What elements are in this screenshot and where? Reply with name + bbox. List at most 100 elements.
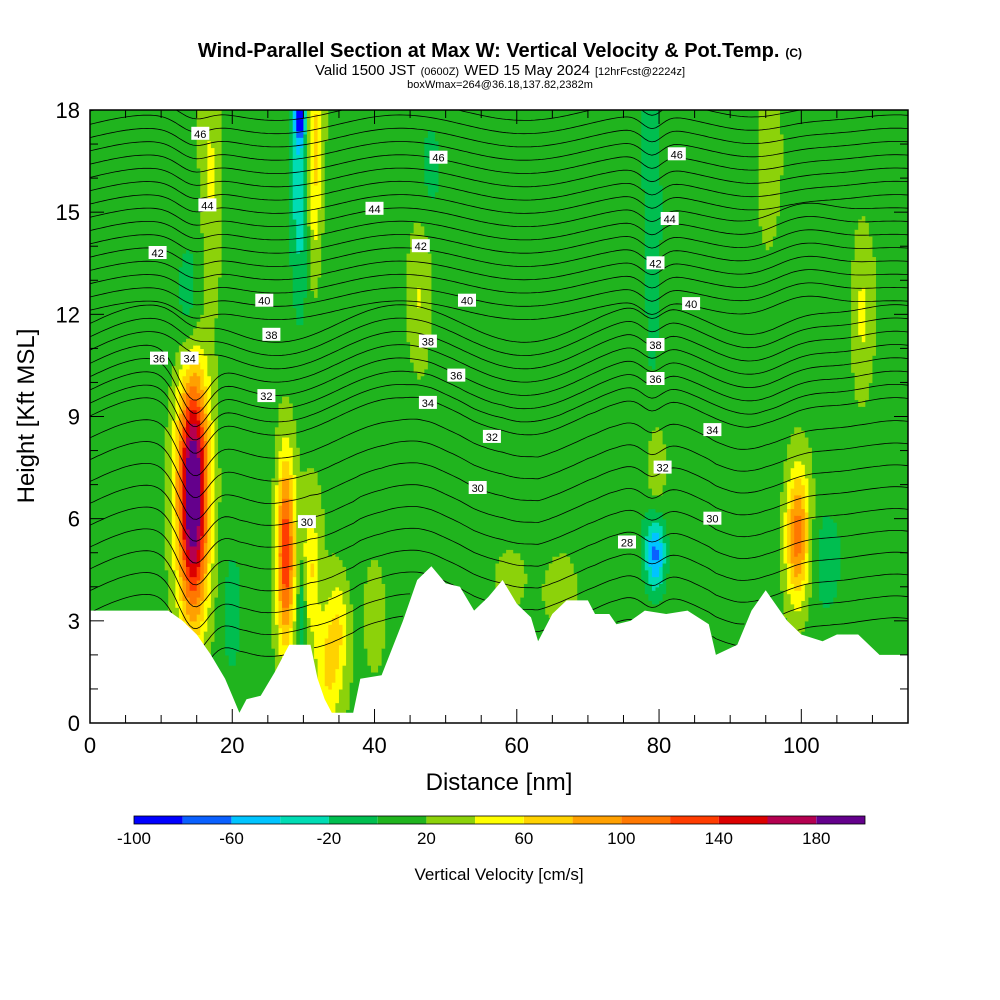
velocity-cell <box>203 573 208 601</box>
y-tick-label: 0 <box>68 711 80 736</box>
contour-label: 34 <box>180 351 199 366</box>
velocity-cell <box>175 419 180 472</box>
velocity-cell <box>502 110 507 554</box>
velocity-cell <box>481 110 486 723</box>
velocity-cell <box>346 579 351 710</box>
velocity-cell <box>808 447 813 598</box>
velocity-cell <box>655 586 660 605</box>
velocity-cell <box>747 110 753 723</box>
theta-contour <box>90 110 804 121</box>
velocity-cell <box>833 110 838 523</box>
velocity-cell <box>779 174 785 493</box>
velocity-cell <box>214 317 219 356</box>
velocity-cell <box>794 494 799 516</box>
velocity-cell <box>203 542 208 574</box>
velocity-cell <box>374 559 379 673</box>
velocity-cell <box>794 110 799 428</box>
velocity-cell <box>541 583 546 601</box>
theta-contour <box>90 440 908 499</box>
contour-label-bg <box>653 460 672 474</box>
velocity-cell <box>651 494 657 510</box>
velocity-cell <box>794 477 799 496</box>
velocity-cell <box>516 552 521 605</box>
velocity-cell <box>299 130 304 138</box>
velocity-cell <box>449 110 454 723</box>
y-tick-label: 9 <box>68 405 80 430</box>
contour-label-bg <box>262 327 281 341</box>
velocity-cell <box>413 110 418 223</box>
velocity-cell <box>367 566 372 666</box>
velocity-cell <box>644 535 649 571</box>
contour-label-text: 44 <box>201 200 213 212</box>
velocity-cell <box>442 110 447 723</box>
velocity-cell <box>495 110 500 564</box>
velocity-cell <box>285 624 290 646</box>
velocity-cell <box>477 110 482 723</box>
velocity-cell <box>317 603 322 697</box>
velocity-cell <box>783 562 788 619</box>
velocity-cell <box>712 110 717 723</box>
velocity-cell <box>730 110 735 723</box>
theta-contour <box>90 357 908 414</box>
velocity-cell <box>292 474 297 523</box>
velocity-cell <box>406 341 411 723</box>
contour-label-text: 28 <box>621 538 633 550</box>
contour-label-text: 30 <box>706 514 718 526</box>
contour-label-text: 42 <box>151 248 163 260</box>
velocity-cell <box>218 110 223 278</box>
velocity-cell <box>225 576 230 656</box>
velocity-cell <box>292 218 297 309</box>
velocity-cell <box>595 110 600 723</box>
velocity-cell <box>150 110 155 723</box>
velocity-cell <box>808 110 813 448</box>
velocity-cell <box>189 603 194 622</box>
velocity-cell <box>648 566 653 584</box>
colorbar-swatch <box>328 816 378 824</box>
velocity-cell <box>545 569 550 615</box>
velocity-cell <box>570 562 575 615</box>
velocity-cell <box>367 110 372 567</box>
colorbar-tick-label: 20 <box>417 829 436 848</box>
velocity-cell <box>762 110 767 244</box>
velocity-cell <box>203 385 208 414</box>
velocity-cell <box>203 355 208 387</box>
velocity-cell <box>235 566 240 653</box>
velocity-cell <box>328 596 333 625</box>
velocity-cell <box>278 556 283 601</box>
colorbar-swatch <box>182 816 232 824</box>
contour-label: 30 <box>297 515 316 529</box>
velocity-cell <box>214 355 219 598</box>
velocity-cell <box>210 198 216 421</box>
velocity-cell <box>769 110 774 247</box>
contour-label-bg <box>148 246 167 259</box>
velocity-cell <box>246 110 251 723</box>
theta-contour <box>90 216 908 241</box>
velocity-cell <box>843 110 849 723</box>
velocity-cell <box>811 518 817 723</box>
velocity-cell <box>186 457 191 530</box>
velocity-cell <box>331 552 336 591</box>
velocity-cell <box>324 140 329 550</box>
velocity-cell <box>292 110 297 132</box>
velocity-cell <box>193 562 198 578</box>
velocity-cell <box>424 184 429 237</box>
contour-label: 30 <box>468 481 487 495</box>
colorbar-swatch <box>718 816 768 824</box>
theta-contour <box>90 462 908 520</box>
velocity-cell <box>331 617 336 683</box>
velocity-cell <box>196 457 201 527</box>
velocity-cell <box>861 406 866 723</box>
velocity-cell <box>278 552 283 557</box>
velocity-cell <box>182 253 187 315</box>
chart-subtitle: Valid 1500 JST (0600Z) WED 15 May 2024 [12h… <box>315 62 685 79</box>
velocity-cell <box>200 620 205 649</box>
velocity-cell <box>203 440 208 544</box>
velocity-cell <box>651 522 657 533</box>
velocity-cell <box>865 110 870 223</box>
velocity-cell <box>289 627 294 656</box>
velocity-cell <box>417 110 422 223</box>
velocity-cell <box>196 167 201 322</box>
velocity-cell <box>520 110 525 561</box>
velocity-cell <box>196 525 201 550</box>
velocity-cell <box>513 552 518 608</box>
